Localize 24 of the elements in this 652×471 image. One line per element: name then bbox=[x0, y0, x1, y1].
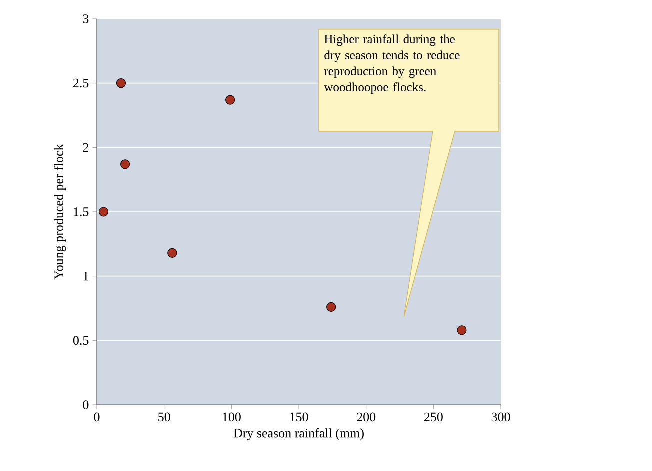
y-axis-title: Young produced per flock bbox=[54, 144, 66, 280]
y-tick-label: 1.5 bbox=[74, 208, 89, 216]
x-tick-label: 100 bbox=[223, 412, 241, 422]
point bbox=[116, 78, 126, 88]
point bbox=[168, 248, 178, 258]
point bbox=[120, 160, 130, 170]
y-tick-label: 2 bbox=[83, 143, 88, 152]
x-tick-label: 50 bbox=[158, 412, 170, 422]
y-tick-label: 2.5 bbox=[74, 78, 89, 88]
x-tick-label: 200 bbox=[357, 412, 376, 422]
y-tick-label: 0.5 bbox=[73, 336, 89, 346]
x-tick-label: 300 bbox=[492, 412, 510, 422]
x-tick-label: 150 bbox=[290, 412, 308, 422]
y-tick-label: 0 bbox=[83, 400, 89, 410]
point bbox=[98, 207, 109, 217]
x-tick-label: 250 bbox=[424, 412, 443, 422]
annotation: Higher rainfall during the dry season tends to reduce reproduction by green woodhoopoe flocks. bbox=[324, 34, 460, 94]
y-tick-label: 3 bbox=[83, 14, 89, 24]
point bbox=[326, 302, 336, 312]
y-tick-label: 1 bbox=[84, 272, 88, 281]
point bbox=[457, 326, 467, 336]
point bbox=[226, 95, 236, 105]
x-axis-title: Dry season rainfall (mm) bbox=[234, 428, 364, 440]
x-tick-label: 0 bbox=[94, 412, 100, 422]
